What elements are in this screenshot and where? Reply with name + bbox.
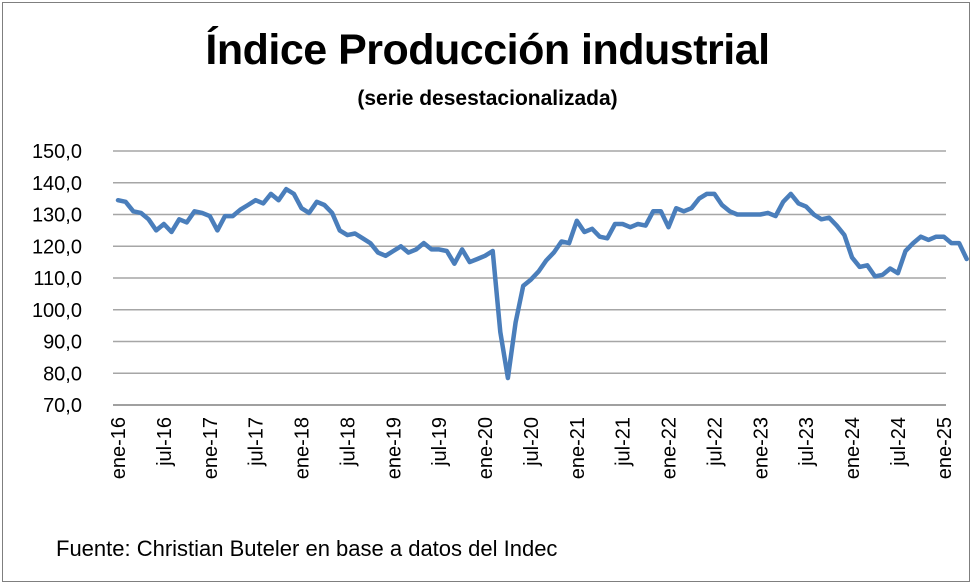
y-tick-label: 120,0: [32, 236, 82, 258]
y-tick-label: 110,0: [33, 268, 82, 290]
y-axis-ticks: 150,0 140,0 130,0 120,0 110,0 100,0 90,0 80,0 70…: [32, 141, 82, 417]
x-axis-ticks: ene-16 jul-16 ene-17 jul-17 ene-18 jul-18 ene-…: [108, 417, 956, 479]
x-tick-label: ene-21: [567, 417, 589, 479]
y-tick-label: 70,0: [43, 395, 82, 417]
y-tick-label: 100,0: [32, 300, 82, 322]
x-tick-label: ene-16: [108, 417, 130, 479]
x-tick-label: jul-20: [521, 417, 543, 467]
y-tick-label: 80,0: [43, 363, 82, 385]
x-tick-label: jul-22: [704, 417, 726, 467]
x-tick-label: ene-22: [659, 417, 681, 479]
x-tick-label: ene-23: [750, 417, 772, 479]
y-tick-label: 130,0: [32, 205, 82, 227]
source-footer: Fuente: Christian Buteler en base a dato…: [56, 536, 558, 561]
x-tick-label: jul-18: [337, 417, 359, 467]
chart-title: Índice Producción industrial: [205, 26, 770, 74]
x-tick-label: ene-17: [200, 417, 222, 479]
y-tick-label: 90,0: [43, 332, 82, 354]
x-tick-label: jul-21: [613, 417, 635, 467]
y-tick-label: 150,0: [32, 141, 82, 163]
x-tick-label: jul-23: [796, 417, 818, 467]
y-tick-label: 140,0: [32, 173, 82, 195]
chart-subtitle: (serie desestacionalizada): [357, 87, 618, 110]
x-tick-label: ene-19: [383, 417, 405, 479]
x-tick-label: ene-18: [292, 417, 314, 479]
x-tick-label: ene-24: [842, 417, 864, 479]
x-tick-label: jul-19: [429, 417, 451, 467]
series-line: [115, 186, 969, 381]
x-tick-label: jul-24: [888, 417, 910, 467]
series-group: [115, 186, 969, 381]
x-tick-label: ene-25: [934, 417, 956, 479]
x-tick-label: jul-17: [246, 417, 268, 467]
x-tick-label: jul-16: [154, 417, 176, 467]
x-tick-label: ene-20: [475, 417, 497, 479]
